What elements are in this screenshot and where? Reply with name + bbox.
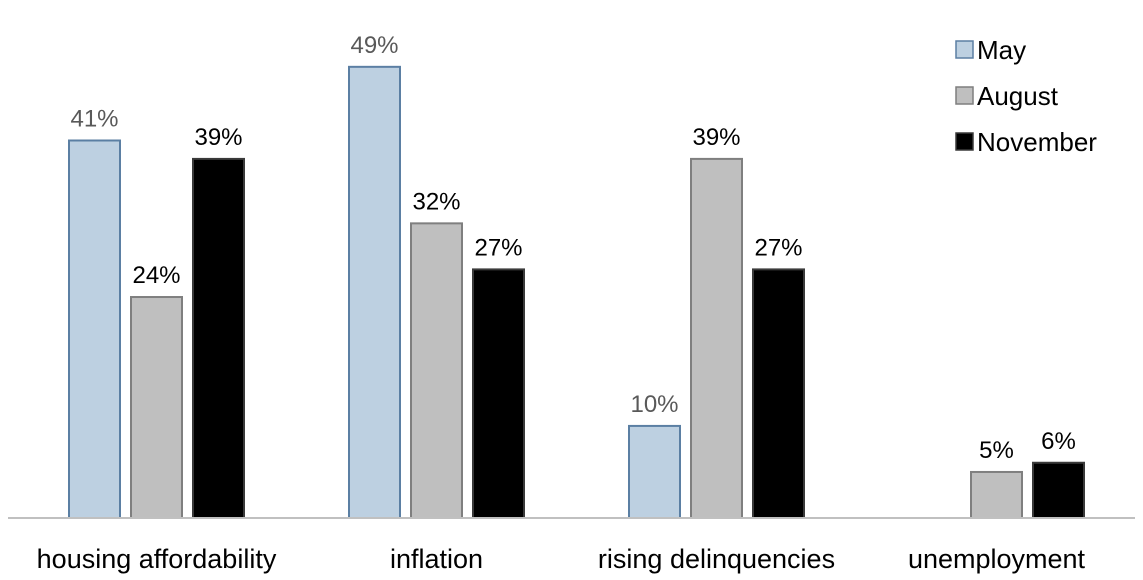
bar-2-2 — [752, 268, 805, 520]
data-label-0-0: 41% — [70, 105, 118, 132]
data-label-1-2: 27% — [474, 234, 522, 261]
category-label-0: housing affordability — [37, 544, 277, 574]
legend-label-2: November — [977, 127, 1097, 157]
data-label-0-1: 24% — [132, 262, 180, 289]
data-label-0-2: 39% — [194, 124, 242, 151]
legend-swatch-1 — [955, 86, 974, 105]
data-label-3-2: 6% — [1041, 428, 1076, 455]
bar-0-2 — [192, 157, 245, 519]
bar-1-1 — [410, 222, 463, 519]
bar-3-2 — [1032, 461, 1085, 520]
bars-group — [68, 65, 1085, 520]
legend-swatch-2 — [955, 132, 974, 151]
category-labels-group: housing affordability inflation rising del… — [37, 544, 1086, 574]
legend-label-1: August — [977, 81, 1059, 111]
data-labels-group: 41% 24% 39% 49% 32% 27% 10% 39% 27% 5% 6% — [70, 32, 1075, 464]
bar-3-1 — [970, 470, 1023, 519]
bar-2-0 — [628, 424, 681, 519]
bar-1-0 — [348, 65, 401, 519]
category-label-1: inflation — [390, 544, 483, 574]
legend-swatch-0 — [955, 40, 974, 59]
bar-1-2 — [472, 268, 525, 520]
bar-2-1 — [690, 157, 743, 519]
data-label-1-0: 49% — [350, 32, 398, 59]
legend-label-0: May — [977, 35, 1026, 65]
category-label-3: unemployment — [908, 544, 1086, 574]
category-label-2: rising delinquencies — [598, 544, 835, 574]
data-label-2-1: 39% — [692, 124, 740, 151]
data-label-3-1: 5% — [979, 437, 1014, 464]
data-label-1-1: 32% — [412, 188, 460, 215]
legend: May August November — [955, 35, 1097, 157]
bar-0-1 — [130, 296, 183, 519]
bar-0-0 — [68, 139, 121, 519]
data-label-2-2: 27% — [754, 234, 802, 261]
data-label-2-0: 10% — [630, 391, 678, 418]
